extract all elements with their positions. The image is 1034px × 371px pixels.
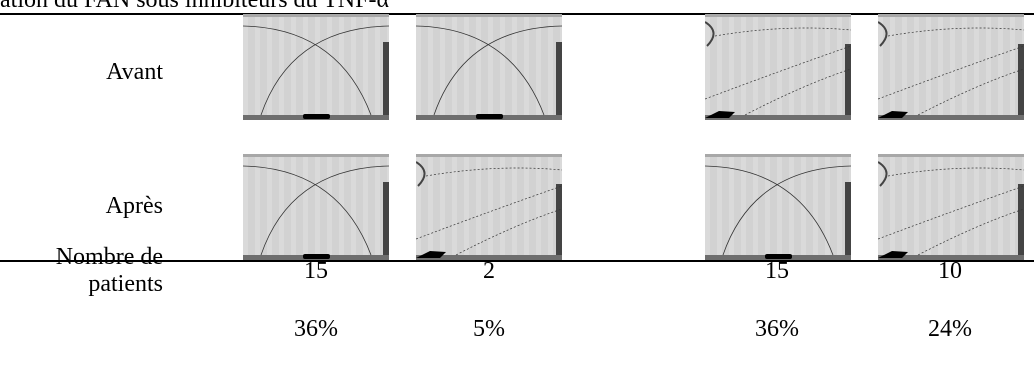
- page: ation du FAN sous inhibiteurs du TNF-α A…: [0, 0, 1034, 371]
- count: 15: [737, 258, 817, 285]
- thumbnail: [416, 154, 562, 260]
- thumbnail: [878, 154, 1024, 260]
- count: 10: [910, 258, 990, 285]
- percentage: 36%: [737, 316, 817, 343]
- row-label: Nombre de patients: [3, 244, 163, 298]
- thumbnail: [705, 154, 851, 260]
- percentage: 5%: [449, 316, 529, 343]
- thumbnail: [243, 154, 389, 260]
- percentage: 36%: [276, 316, 356, 343]
- thumbnail: [243, 14, 389, 120]
- title: ation du FAN sous inhibiteurs du TNF-α: [0, 0, 389, 14]
- row-label: Avant: [0, 59, 163, 86]
- count: 2: [449, 258, 529, 285]
- percentage: 24%: [910, 316, 990, 343]
- thumbnail: [416, 14, 562, 120]
- count: 15: [276, 258, 356, 285]
- thumbnail: [705, 14, 851, 120]
- thumbnail: [878, 14, 1024, 120]
- row-label: Après: [0, 193, 163, 220]
